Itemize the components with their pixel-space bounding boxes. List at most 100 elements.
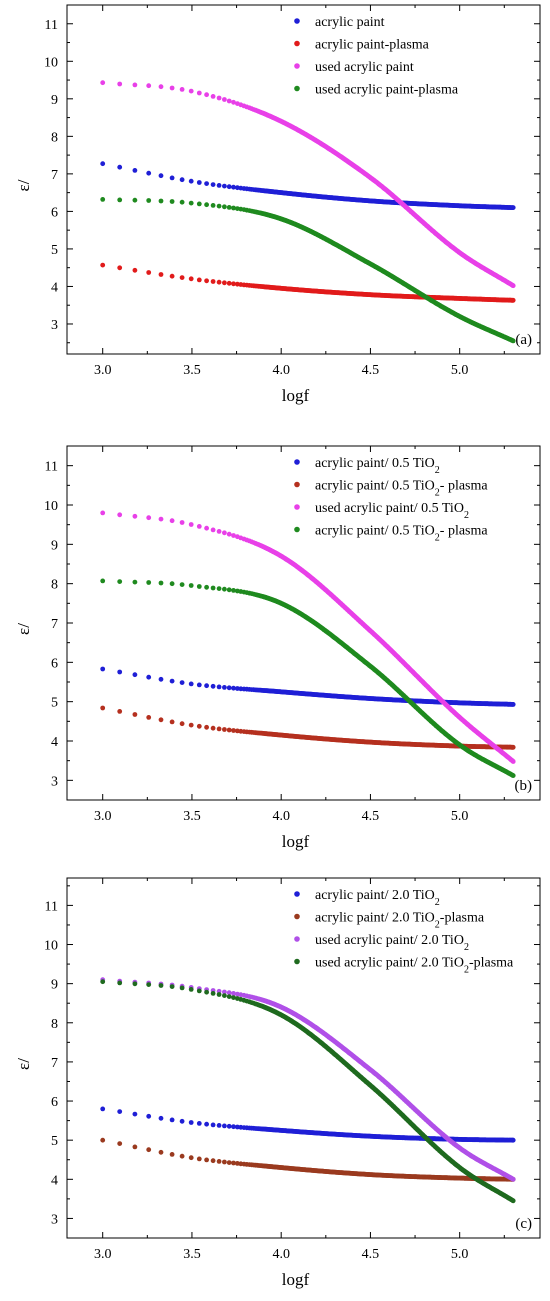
data-point xyxy=(196,584,202,589)
legend-marker xyxy=(294,526,300,533)
y-tick-label: 9 xyxy=(51,538,58,553)
data-point xyxy=(169,85,175,91)
data-point xyxy=(179,1153,185,1159)
data-point xyxy=(196,201,202,207)
data-point xyxy=(146,170,152,176)
data-point xyxy=(158,84,164,90)
y-tick-label: 9 xyxy=(51,93,58,108)
chart-panel-3: 3.0 3.5 4.0 4.5 5.034567891011logfε/acrylic … xyxy=(14,877,541,1289)
series-3 xyxy=(100,510,516,764)
data-point xyxy=(216,726,222,732)
data-point xyxy=(210,203,216,208)
x-tick-label: 3.5 xyxy=(183,1247,201,1262)
data-point xyxy=(132,1111,138,1117)
data-point xyxy=(216,1159,222,1164)
data-point xyxy=(158,580,164,586)
data-point xyxy=(188,1155,194,1161)
data-point xyxy=(158,516,164,522)
data-point xyxy=(158,983,164,988)
x-tick-label: 3.0 xyxy=(94,809,112,824)
x-tick-label: 4.5 xyxy=(362,1247,380,1262)
data-point xyxy=(204,181,210,187)
y-tick-label: 10 xyxy=(44,939,58,954)
data-point xyxy=(231,728,236,733)
data-point xyxy=(100,80,106,86)
data-point xyxy=(100,510,106,516)
legend-marker xyxy=(294,459,300,465)
data-point xyxy=(204,525,210,531)
data-point xyxy=(222,204,227,210)
data-point xyxy=(510,759,516,764)
x-axis-title: logf xyxy=(282,832,310,851)
data-point xyxy=(222,280,227,286)
x-tick-label: 4.5 xyxy=(362,363,380,378)
data-point xyxy=(179,87,185,92)
legend-marker xyxy=(294,40,300,47)
data-point xyxy=(188,681,194,687)
y-tick-label: 7 xyxy=(51,168,58,183)
data-point xyxy=(188,178,194,184)
data-point xyxy=(188,88,194,94)
data-point xyxy=(216,992,222,997)
legend-marker xyxy=(294,958,300,965)
data-point xyxy=(222,97,227,102)
data-point xyxy=(132,981,138,987)
data-point xyxy=(169,273,175,279)
data-point xyxy=(196,524,202,529)
y-tick-label: 11 xyxy=(45,18,58,33)
data-point xyxy=(216,1123,222,1128)
data-point xyxy=(117,164,123,170)
data-point xyxy=(146,1113,152,1119)
data-point xyxy=(196,723,202,729)
data-point xyxy=(169,1152,175,1157)
y-tick-label: 10 xyxy=(44,55,58,70)
data-point xyxy=(158,198,164,204)
data-point xyxy=(216,183,222,188)
data-point xyxy=(100,705,106,711)
data-point xyxy=(231,184,236,190)
data-point xyxy=(169,984,175,989)
data-point xyxy=(210,527,216,533)
data-point xyxy=(226,1123,232,1129)
data-point xyxy=(510,1198,516,1204)
data-point xyxy=(226,205,232,210)
data-point xyxy=(169,678,175,684)
data-point xyxy=(169,199,175,204)
data-point xyxy=(204,1121,210,1127)
y-tick-label: 5 xyxy=(51,696,58,711)
legend-label: used acrylic paint-plasma xyxy=(315,83,459,98)
data-point xyxy=(210,683,216,689)
data-point xyxy=(188,583,194,588)
data-point xyxy=(226,1160,232,1165)
data-point xyxy=(210,1158,216,1164)
x-tick-label: 3.0 xyxy=(94,1247,112,1262)
data-point xyxy=(196,988,202,994)
data-point xyxy=(210,991,216,996)
series-2 xyxy=(100,262,516,303)
data-point xyxy=(226,280,232,286)
data-point xyxy=(196,682,202,688)
data-point xyxy=(188,522,194,527)
data-point xyxy=(204,202,210,208)
data-point xyxy=(204,989,210,995)
data-point xyxy=(196,180,202,185)
data-point xyxy=(222,1123,227,1129)
data-point xyxy=(226,531,232,537)
data-point xyxy=(146,715,152,720)
data-point xyxy=(204,724,210,730)
data-point xyxy=(169,719,175,725)
data-point xyxy=(158,1115,164,1121)
data-point xyxy=(210,725,216,731)
legend-label: acrylic paint/ 2.0 TiO2-plasma xyxy=(315,911,485,931)
legend-marker xyxy=(294,891,300,897)
y-tick-label: 8 xyxy=(51,1017,58,1032)
y-tick-label: 3 xyxy=(51,774,58,789)
series-3 xyxy=(100,80,516,289)
legend-label: used acrylic paint xyxy=(315,60,414,75)
data-point xyxy=(117,709,123,714)
y-tick-label: 7 xyxy=(51,1056,58,1071)
data-point xyxy=(179,985,185,991)
